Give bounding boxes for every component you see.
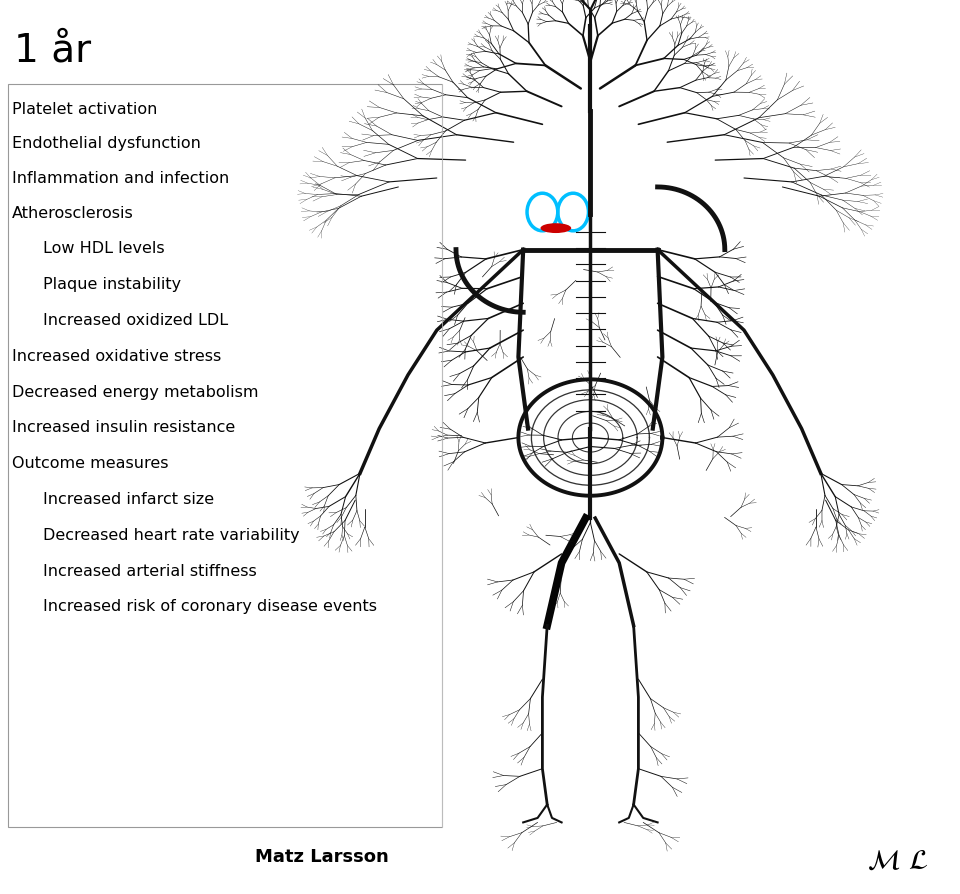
Text: Endothelial dysfunction: Endothelial dysfunction bbox=[12, 136, 201, 150]
Text: Atherosclerosis: Atherosclerosis bbox=[12, 206, 133, 220]
Text: Increased risk of coronary disease events: Increased risk of coronary disease event… bbox=[43, 599, 377, 613]
Text: Inflammation and infection: Inflammation and infection bbox=[12, 172, 228, 186]
Bar bbox=[8, 85, 442, 827]
Text: Increased oxidative stress: Increased oxidative stress bbox=[12, 349, 221, 363]
Ellipse shape bbox=[540, 224, 571, 234]
Text: Decreased heart rate variability: Decreased heart rate variability bbox=[43, 527, 300, 542]
Text: 1 år: 1 år bbox=[14, 31, 91, 69]
Text: Increased insulin resistance: Increased insulin resistance bbox=[12, 420, 235, 434]
Text: Matz Larsson: Matz Larsson bbox=[254, 848, 389, 865]
Text: $\mathcal{M}$ $\mathcal{L}$: $\mathcal{M}$ $\mathcal{L}$ bbox=[867, 847, 928, 873]
Text: Increased infarct size: Increased infarct size bbox=[43, 492, 214, 506]
Text: Increased oxidized LDL: Increased oxidized LDL bbox=[43, 313, 228, 327]
Text: Plaque instability: Plaque instability bbox=[43, 277, 181, 291]
Text: Decreased energy metabolism: Decreased energy metabolism bbox=[12, 384, 258, 399]
Text: Platelet activation: Platelet activation bbox=[12, 102, 156, 116]
Text: Increased arterial stiffness: Increased arterial stiffness bbox=[43, 563, 257, 578]
Text: Outcome measures: Outcome measures bbox=[12, 456, 168, 470]
Text: Low HDL levels: Low HDL levels bbox=[43, 241, 165, 256]
